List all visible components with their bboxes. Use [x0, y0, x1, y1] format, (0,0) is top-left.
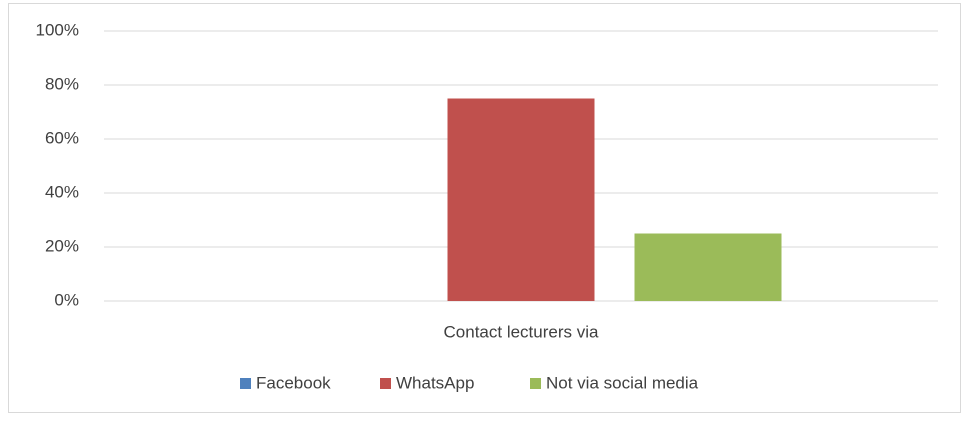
y-tick-label: 80% [45, 74, 79, 93]
y-tick-label: 20% [45, 236, 79, 255]
legend-label: Not via social media [546, 373, 699, 392]
bar [447, 98, 595, 301]
legend-swatch [380, 378, 391, 389]
bar [634, 233, 782, 301]
y-tick-label: 0% [54, 290, 79, 309]
y-tick-label: 100% [36, 20, 79, 39]
legend-swatch [530, 378, 541, 389]
y-tick-label: 40% [45, 182, 79, 201]
legend-label: Facebook [256, 373, 331, 392]
legend-swatch [240, 378, 251, 389]
x-tick-label: Contact lecturers via [444, 322, 599, 341]
y-tick-label: 60% [45, 128, 79, 147]
legend-label: WhatsApp [396, 373, 474, 392]
